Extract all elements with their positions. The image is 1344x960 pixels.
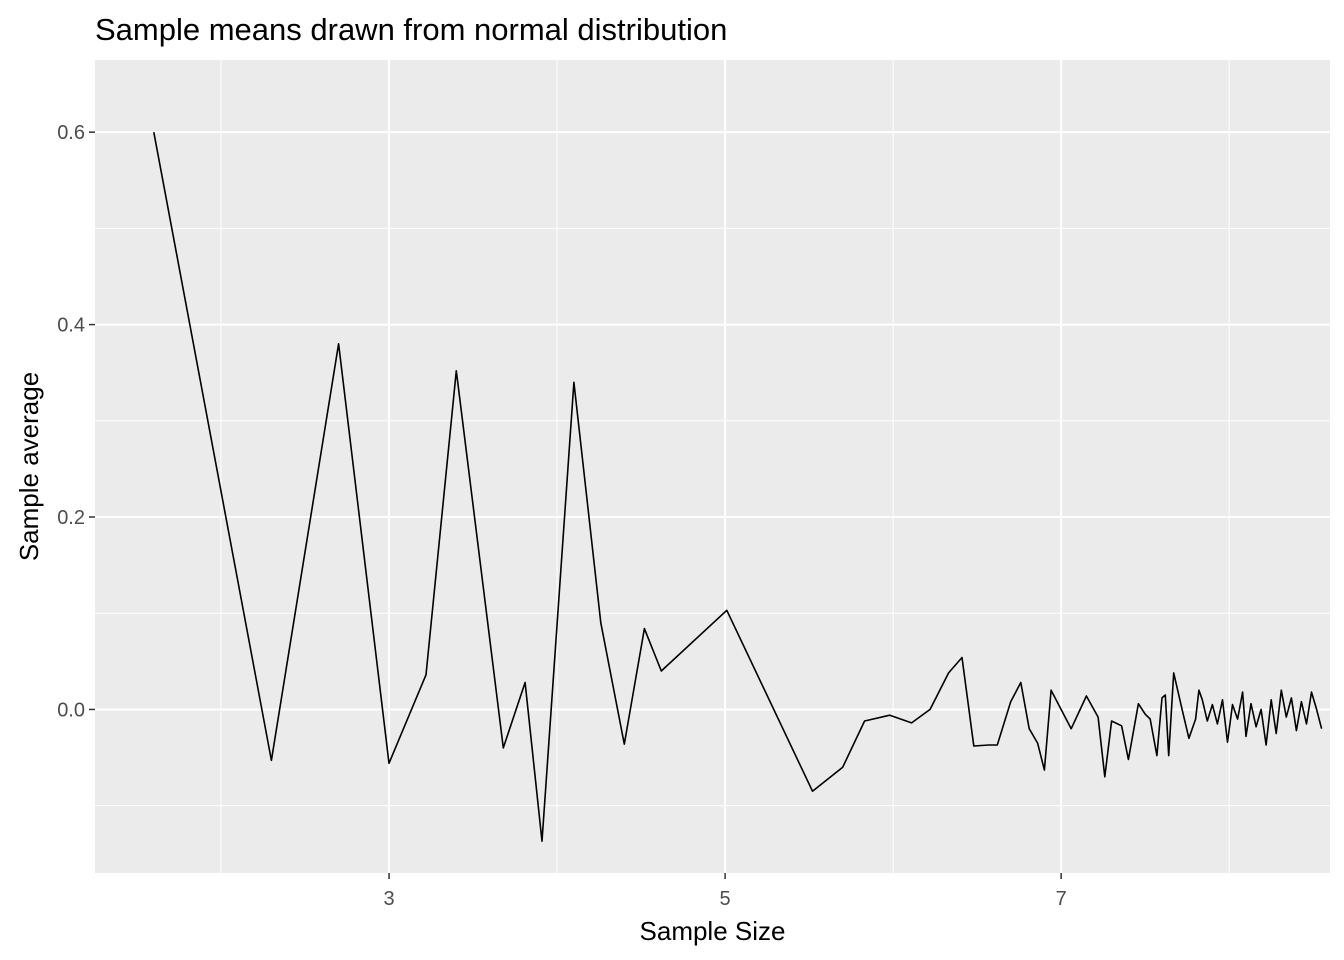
series-layer bbox=[153, 132, 1323, 843]
major-gridlines bbox=[95, 60, 1330, 873]
series-line-0 bbox=[153, 132, 1323, 843]
chart-title: Sample means drawn from normal distribut… bbox=[95, 12, 727, 47]
x-tick-label: 3 bbox=[383, 888, 394, 910]
y-axis: 0.0 0.2 0.4 0.6 bbox=[57, 122, 95, 721]
plot-panel bbox=[95, 60, 1330, 873]
y-tick-label: 0.2 bbox=[57, 507, 85, 529]
y-tick-label: 0.4 bbox=[57, 315, 85, 337]
x-tick-label: 5 bbox=[720, 888, 731, 910]
x-tick-label: 7 bbox=[1056, 888, 1067, 910]
minor-gridlines bbox=[95, 60, 1330, 873]
y-axis-label: Sample average bbox=[14, 372, 44, 561]
x-axis-label: Sample Size bbox=[640, 916, 786, 946]
y-tick-label: 0.6 bbox=[57, 122, 85, 144]
x-axis: 3 5 7 bbox=[383, 873, 1067, 910]
y-tick-label: 0.0 bbox=[57, 699, 85, 721]
